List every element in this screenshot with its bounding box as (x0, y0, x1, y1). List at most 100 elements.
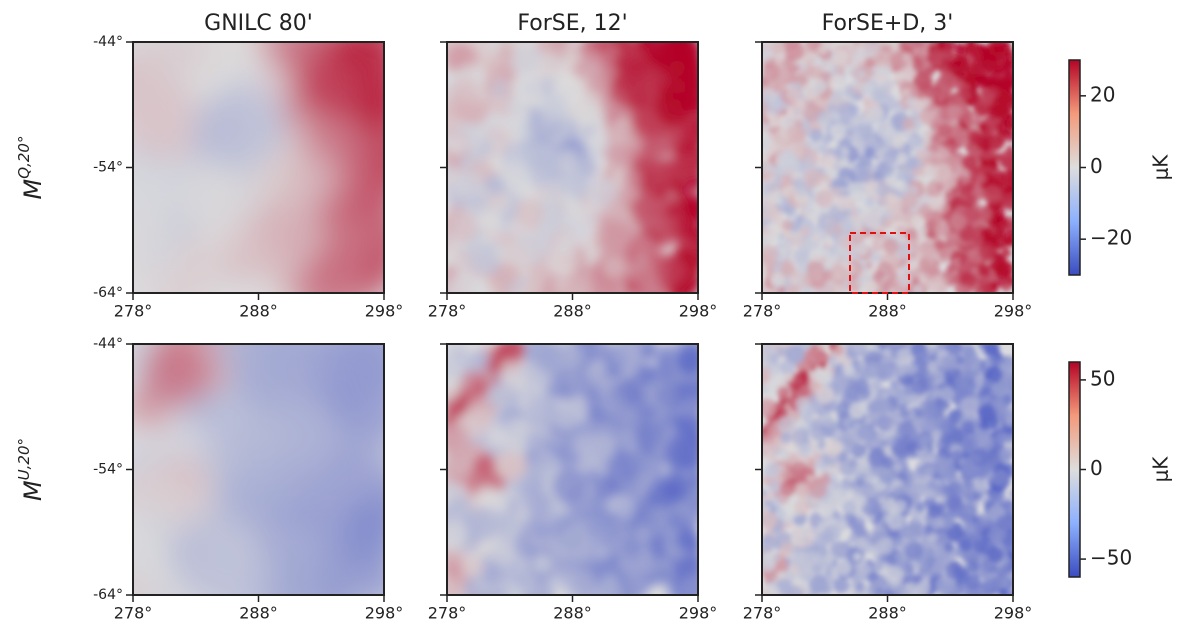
x-tick-label: 288° (868, 604, 907, 623)
texture-blob (1002, 248, 1012, 258)
colorbar-tick-label: 0 (1090, 456, 1103, 480)
texture-blob (862, 209, 881, 229)
texture-blob (945, 494, 963, 512)
texture-blob (762, 385, 769, 394)
texture-blob (793, 550, 812, 570)
x-tick-label: 298° (679, 604, 718, 623)
texture-blob (904, 227, 918, 241)
texture-blob (859, 481, 876, 498)
texture-blob (1007, 101, 1013, 111)
y-tick-label: -54° (93, 160, 123, 176)
texture-blob (933, 259, 941, 267)
x-tick-label: 288° (239, 604, 278, 623)
texture-blob (886, 436, 897, 447)
texture-blob (636, 364, 657, 385)
texture-blob (665, 202, 681, 219)
texture-blob (564, 216, 579, 232)
texture-blob (917, 434, 931, 447)
texture-blob (832, 49, 849, 66)
texture-blob (860, 115, 871, 126)
texture-blob (315, 344, 371, 376)
texture-blob (833, 577, 850, 594)
texture-blob (219, 456, 290, 527)
texture-blob (798, 369, 810, 381)
texture-blob (521, 142, 555, 176)
texture-blob (816, 344, 827, 351)
texture-blob (805, 459, 816, 470)
texture-blob (762, 173, 770, 182)
texture-blob (929, 156, 939, 167)
texture-blob (779, 480, 796, 497)
texture-blob (797, 281, 806, 290)
texture-blob (945, 561, 964, 580)
texture-blob (899, 408, 910, 419)
texture-blob (940, 432, 953, 445)
texture-blob (985, 365, 1003, 384)
texture-blob (998, 266, 1010, 278)
texture-blob (790, 98, 807, 115)
texture-blob (976, 74, 985, 83)
texture-blob (974, 284, 991, 293)
texture-blob (526, 432, 550, 456)
texture-blob (828, 74, 845, 91)
texture-blob (603, 43, 621, 61)
texture-blob (917, 47, 930, 60)
texture-blob (881, 439, 889, 448)
texture-blob (959, 271, 977, 290)
texture-blob (813, 533, 828, 548)
texture-blob (894, 103, 905, 114)
texture-blob (775, 507, 788, 520)
texture-blob (965, 195, 977, 207)
texture-blob (613, 497, 638, 521)
texture-blob (581, 384, 601, 404)
texture-blob (634, 254, 649, 269)
texture-blob (961, 435, 980, 454)
heatmap (762, 42, 1013, 293)
texture-blob (961, 154, 977, 170)
texture-blob (926, 361, 939, 373)
texture-blob (688, 223, 698, 240)
texture-blob (895, 152, 908, 164)
texture-blob (809, 480, 827, 499)
texture-blob (995, 228, 1004, 238)
texture-blob (133, 80, 198, 159)
texture-blob (762, 344, 773, 354)
heatmap (762, 344, 1013, 595)
texture-blob (521, 363, 544, 386)
texture-blob (893, 70, 904, 81)
texture-blob (476, 486, 497, 508)
x-tick-label: 288° (868, 302, 907, 321)
texture-blob (856, 158, 873, 174)
texture-blob (787, 283, 800, 293)
texture-blob (973, 490, 984, 501)
row-label-sup: U,20° (15, 438, 33, 480)
texture-blob (772, 130, 790, 147)
texture-blob (923, 474, 932, 483)
y-tick-label: -44° (93, 34, 123, 50)
texture-blob (819, 60, 834, 75)
x-tick-label: 288° (553, 604, 592, 623)
texture-blob (781, 262, 795, 277)
texture-blob (778, 416, 797, 435)
texture-blob (844, 86, 857, 99)
texture-blob (170, 531, 207, 568)
heatmap (133, 344, 384, 595)
texture-blob (918, 110, 928, 120)
x-tick-label: 278° (114, 302, 153, 321)
texture-blob (803, 168, 823, 188)
texture-blob (770, 495, 780, 504)
texture-blob (927, 505, 940, 519)
texture-blob (916, 444, 925, 452)
texture-blob (815, 189, 834, 208)
texture-blob (596, 211, 612, 226)
texture-blob (904, 542, 924, 561)
texture-blob (978, 209, 990, 222)
texture-blob (558, 253, 574, 268)
texture-blob (851, 344, 867, 354)
texture-blob (872, 396, 890, 414)
texture-blob (810, 426, 825, 441)
texture-blob (659, 412, 675, 428)
texture-blob (818, 412, 833, 427)
texture-blob (762, 162, 774, 174)
row-label-sup: Q,20° (15, 136, 33, 179)
